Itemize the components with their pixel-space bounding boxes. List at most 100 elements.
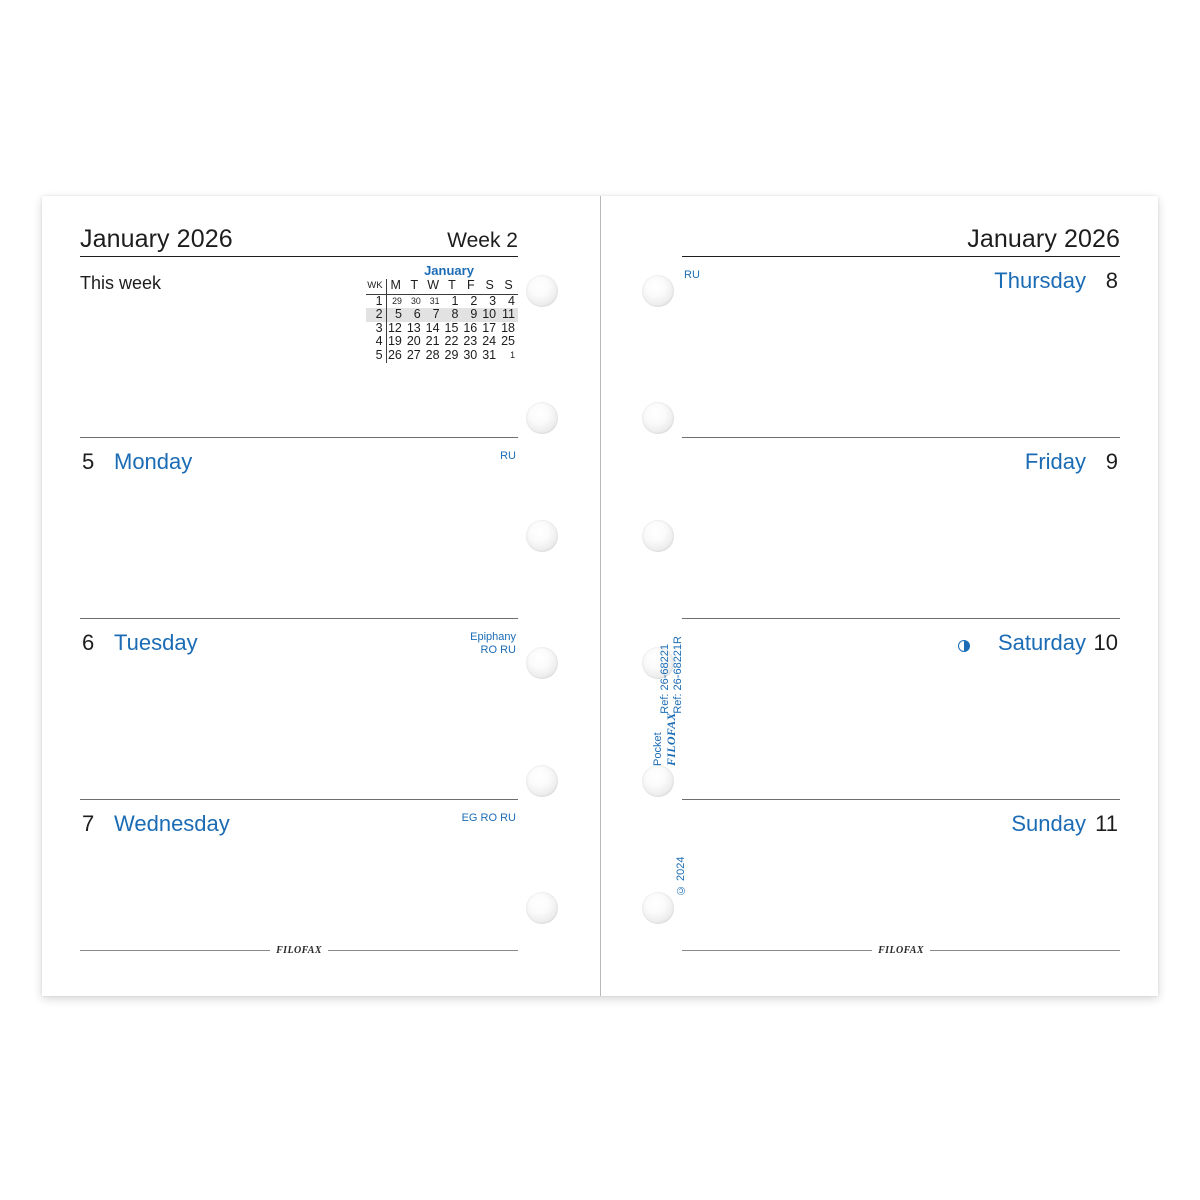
mini-calendar-day[interactable]: 31 [482,347,497,362]
punch-hole [526,275,558,307]
mini-calendar-day[interactable]: 2 [470,293,478,308]
day-name: Sunday [1011,811,1086,836]
mini-calendar-row: 5 26 27 28 29 30 31 1 [366,347,518,363]
mini-calendar-week-number: 3 [366,321,387,336]
mini-calendar-wk-header: WK [366,279,387,295]
day-codes: EG RO RU [462,812,516,825]
left-month-title: January 2026 [80,225,233,253]
day-row[interactable]: 11 Sunday [682,800,1120,964]
mini-calendar-day[interactable]: 25 [501,334,515,349]
filofax-logo: filofax [878,942,924,957]
day-row[interactable]: 10 Saturday [682,619,1120,800]
right-month-title: January 2026 [967,225,1120,253]
left-page-content: January 2026 Week 2 This week January [80,218,519,974]
day-name: Tuesday [114,630,198,655]
day-heading: 7 Wednesday EG RO RU [80,809,518,843]
mini-calendar-day[interactable]: 20 [406,334,421,349]
mini-calendar-dow-tue: T [404,278,424,295]
mini-calendar-dow-wed: W [423,278,443,295]
day-row[interactable]: 8 Thursday RU [682,257,1120,438]
mini-calendar-header-row: WK M T W T F S S [366,278,518,295]
mini-calendar-day[interactable]: 18 [501,320,515,335]
punch-hole [526,892,558,924]
page-fold-divider [600,196,601,996]
mini-calendar-week-number: 2 [366,308,387,322]
mini-calendar-day[interactable]: 22 [444,334,459,349]
punch-hole [642,892,674,924]
day-row[interactable]: 5 Monday RU [80,438,518,619]
day-name: Saturday [997,630,1086,655]
mini-calendar-day[interactable]: 16 [463,320,478,335]
mini-calendar-row: 4 19 20 21 22 23 24 25 [366,335,518,349]
punch-hole [642,765,674,797]
day-heading: 9 Friday [682,447,1120,481]
mini-calendar-day[interactable]: 24 [482,334,497,349]
right-page-footer: filofax [682,942,1121,958]
punch-hole [526,520,558,552]
mini-calendar-day[interactable]: 30 [463,347,478,362]
mini-calendar-day[interactable]: 9 [461,308,481,322]
mini-calendar-day[interactable]: 29 [392,295,402,306]
day-number: 7 [82,811,95,836]
day-name: Monday [114,449,193,474]
day-row[interactable]: 9 Friday [682,438,1120,619]
mini-calendar-week-number: 4 [366,335,387,349]
mini-calendar-day[interactable]: 3 [489,293,497,308]
mini-calendar-row: 3 12 13 14 15 16 17 18 [366,320,518,336]
mini-calendar-day[interactable]: 29 [444,347,459,362]
mini-calendar-dow-mon: M [386,278,405,295]
footer-rule-left [682,949,873,951]
punch-hole [526,765,558,797]
mini-calendar-table: WK M T W T F S S 1 29 30 31 1 2 3 4 2 5 6 7 8 9 10 11 3 1… [366,278,518,363]
day-heading: 11 Sunday [682,809,1120,843]
punch-hole [526,647,558,679]
this-week-block: This week January WK M T [80,257,518,438]
footer-rule-left [80,949,271,951]
day-codes: RU [500,450,516,463]
mini-calendar-day[interactable]: 21 [425,334,440,349]
punch-hole [526,402,558,434]
right-page-content: January 2026 8 Thursday RU 9 Friday [682,218,1121,974]
mini-calendar-day[interactable]: 30 [410,295,421,306]
mini-calendar-day[interactable]: 6 [404,308,424,322]
mini-calendar-day[interactable]: 1 [451,293,459,308]
mini-calendar-day[interactable]: 14 [425,320,440,335]
mini-calendar-day[interactable]: 10 [480,308,500,322]
day-number: 11 [1095,811,1118,836]
mini-calendar-day[interactable]: 11 [499,308,518,322]
day-name: Thursday [994,268,1086,293]
day-code-line-1: EG RO RU [461,812,516,824]
mini-calendar-day[interactable]: 19 [387,334,402,349]
footer-rule-right [929,949,1121,951]
day-name: Wednesday [114,811,230,836]
mini-calendar-day[interactable]: 15 [444,320,459,335]
day-heading: 5 Monday RU [80,447,518,481]
punch-hole [642,275,674,307]
mini-calendar-body: 1 29 30 31 1 2 3 4 2 5 6 7 8 9 10 11 3 12 13 14 15 16 17 18 4 19 2… [366,293,518,363]
this-week-label: This week [80,273,162,293]
mini-calendar-day[interactable]: 7 [423,308,443,322]
mini-calendar-day[interactable]: 8 [442,308,462,322]
mini-calendar-day[interactable]: 1 [510,349,515,360]
mini-calendar-day[interactable]: 13 [406,320,421,335]
mini-calendar-dow-sat: S [480,278,500,295]
left-page-footer: filofax [80,942,519,958]
day-row[interactable]: 6 Tuesday Epiphany RO RU [80,619,518,800]
mini-calendar-day[interactable]: 5 [386,308,405,322]
day-row[interactable]: 7 Wednesday EG RO RU [80,800,518,964]
week-number-label: Week 2 [447,229,518,252]
spine-reference-numbers: Ref: 26-68221Ref: 26-68221R [659,636,685,718]
day-number: 6 [82,630,95,655]
spine-filofax-logo: filofax [660,712,679,766]
day-heading: 10 Saturday [682,628,1120,662]
mini-calendar-day[interactable]: 31 [429,295,440,306]
mini-calendar-day[interactable]: 4 [508,293,515,308]
mini-calendar-day[interactable]: 26 [387,347,402,362]
mini-calendar-day[interactable]: 12 [387,320,402,335]
mini-calendar-day[interactable]: 17 [482,320,497,335]
mini-calendar-day[interactable]: 23 [463,334,478,349]
punch-hole [642,647,674,679]
mini-calendar-day[interactable]: 28 [425,347,440,362]
day-codes: Epiphany RO RU [470,631,516,657]
mini-calendar-day[interactable]: 27 [406,347,421,362]
